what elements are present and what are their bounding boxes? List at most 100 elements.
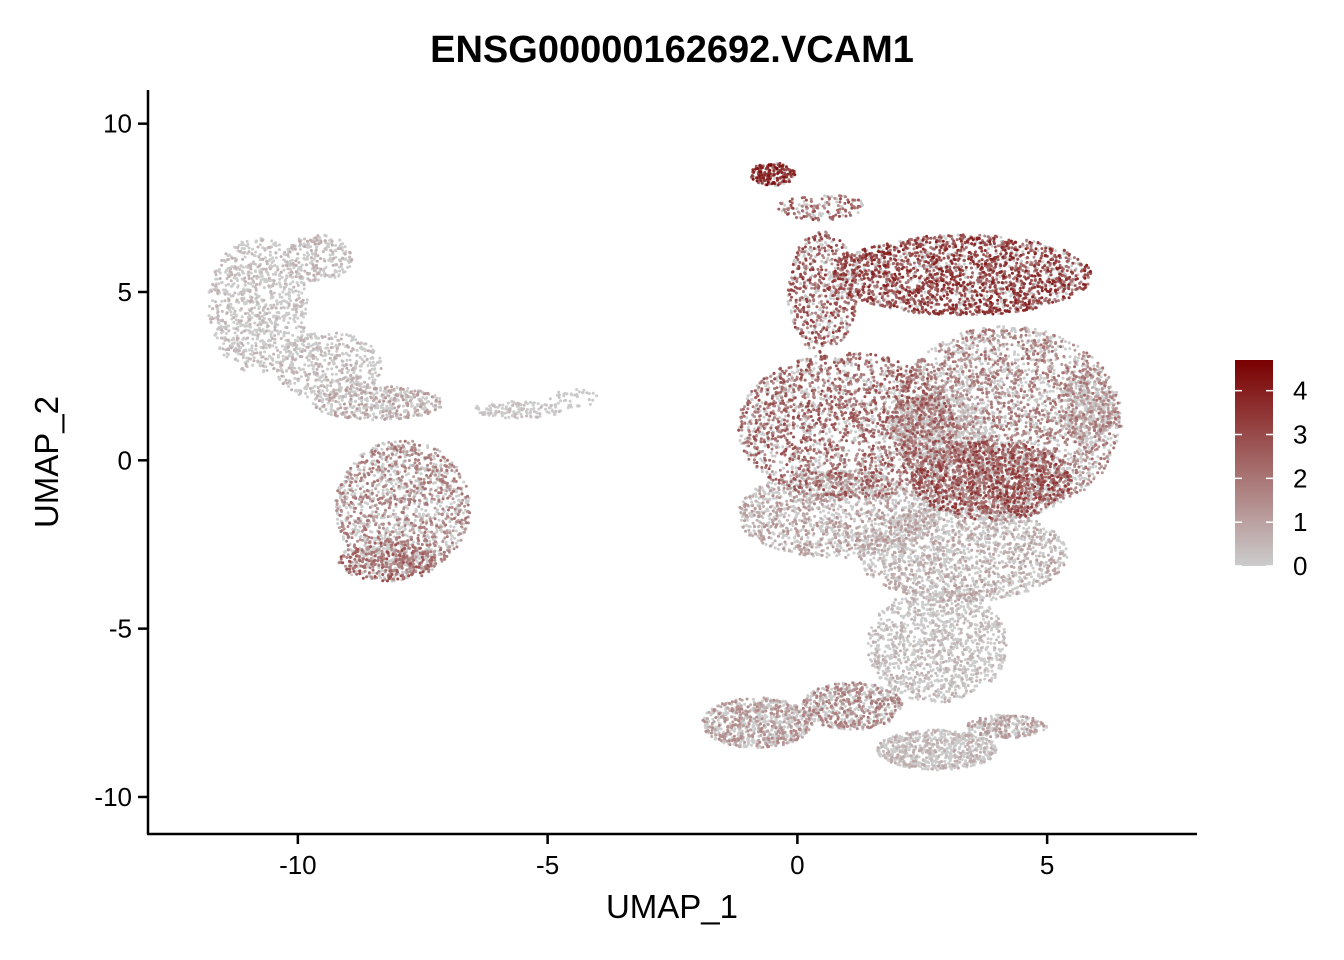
cell-point <box>378 483 381 486</box>
cell-point <box>807 452 810 455</box>
cell-point <box>402 405 405 408</box>
cell-point <box>217 321 220 324</box>
cell-point <box>279 301 282 304</box>
cell-point <box>846 407 849 410</box>
cell-point <box>427 400 430 403</box>
cell-point <box>327 259 330 262</box>
cell-point <box>776 396 779 399</box>
cell-point <box>291 259 294 262</box>
cell-point <box>254 269 257 272</box>
cell-point <box>283 307 286 310</box>
cell-point <box>325 266 328 269</box>
cell-point <box>888 406 891 409</box>
cell-point <box>438 397 441 400</box>
cell-point <box>265 280 268 283</box>
cell-point <box>314 255 317 258</box>
cell-point <box>1110 437 1113 440</box>
cell-point <box>358 525 361 528</box>
cell-point <box>230 314 233 317</box>
cell-point <box>1043 426 1046 429</box>
cell-point <box>821 212 824 215</box>
cell-point <box>228 293 231 296</box>
cell-point <box>282 358 285 361</box>
cell-point <box>215 332 218 335</box>
cell-point <box>207 314 210 317</box>
cell-point <box>349 359 352 362</box>
cell-point <box>244 325 247 328</box>
cell-point <box>563 399 566 402</box>
cell-point <box>359 365 362 368</box>
cell-point <box>350 506 353 509</box>
cell-point <box>374 463 377 466</box>
cell-point <box>211 299 214 302</box>
cell-point <box>433 463 436 466</box>
cell-point <box>282 355 285 358</box>
cell-point <box>888 460 891 463</box>
cell-point <box>765 470 768 473</box>
cell-point <box>529 410 532 413</box>
cell-point <box>857 211 860 214</box>
cell-point <box>247 342 250 345</box>
cell-point <box>799 282 802 285</box>
cell-point <box>251 338 254 341</box>
cell-point <box>944 237 947 240</box>
cell-point <box>738 439 741 442</box>
cell-point <box>999 275 1002 278</box>
cell-point <box>403 485 406 488</box>
cell-point <box>374 363 377 366</box>
cell-point <box>455 529 458 532</box>
cell-point <box>385 390 388 393</box>
cell-point <box>1069 361 1072 364</box>
cell-point <box>300 375 303 378</box>
cell-point <box>791 371 794 374</box>
cell-point <box>271 331 274 334</box>
cell-point <box>330 408 333 411</box>
cell-point <box>428 540 431 543</box>
cell-point <box>293 377 296 380</box>
cell-point <box>345 506 348 509</box>
cell-point <box>275 244 278 247</box>
cell-point <box>225 325 228 328</box>
cell-point <box>1048 385 1051 388</box>
cell-point <box>296 317 299 320</box>
cell-point <box>828 428 831 431</box>
cell-point <box>808 347 811 350</box>
cell-point <box>554 413 557 416</box>
cell-point <box>306 298 309 301</box>
cell-point <box>805 243 808 246</box>
cell-point <box>370 345 373 348</box>
cell-point <box>259 276 262 279</box>
cell-point <box>298 347 301 350</box>
cell-point <box>229 303 232 306</box>
cell-point <box>382 489 385 492</box>
cell-point <box>372 361 375 364</box>
cell-point <box>567 406 570 409</box>
cell-point <box>358 468 361 471</box>
cell-point <box>287 385 290 388</box>
cell-point <box>927 350 930 353</box>
cell-point <box>299 368 302 371</box>
cell-point <box>288 288 291 291</box>
cell-point <box>809 433 812 436</box>
cell-point <box>875 425 878 428</box>
cell-point <box>342 538 345 541</box>
cell-point <box>507 402 510 405</box>
cell-point <box>366 391 369 394</box>
cell-point <box>254 251 257 254</box>
cell-point <box>236 279 239 282</box>
cell-point <box>965 344 968 347</box>
cell-point <box>576 395 579 398</box>
cell-point <box>1002 325 1005 328</box>
cell-point <box>360 535 363 538</box>
cell-point <box>445 505 448 508</box>
cell-point <box>774 455 777 458</box>
cell-point <box>341 333 344 336</box>
cell-point <box>326 368 329 371</box>
cell-point <box>899 301 902 304</box>
cell-point <box>393 469 396 472</box>
cell-point <box>1027 399 1030 402</box>
cell-point <box>761 401 764 404</box>
cell-point <box>354 338 357 341</box>
cell-point <box>533 401 536 404</box>
cell-point <box>439 505 442 508</box>
